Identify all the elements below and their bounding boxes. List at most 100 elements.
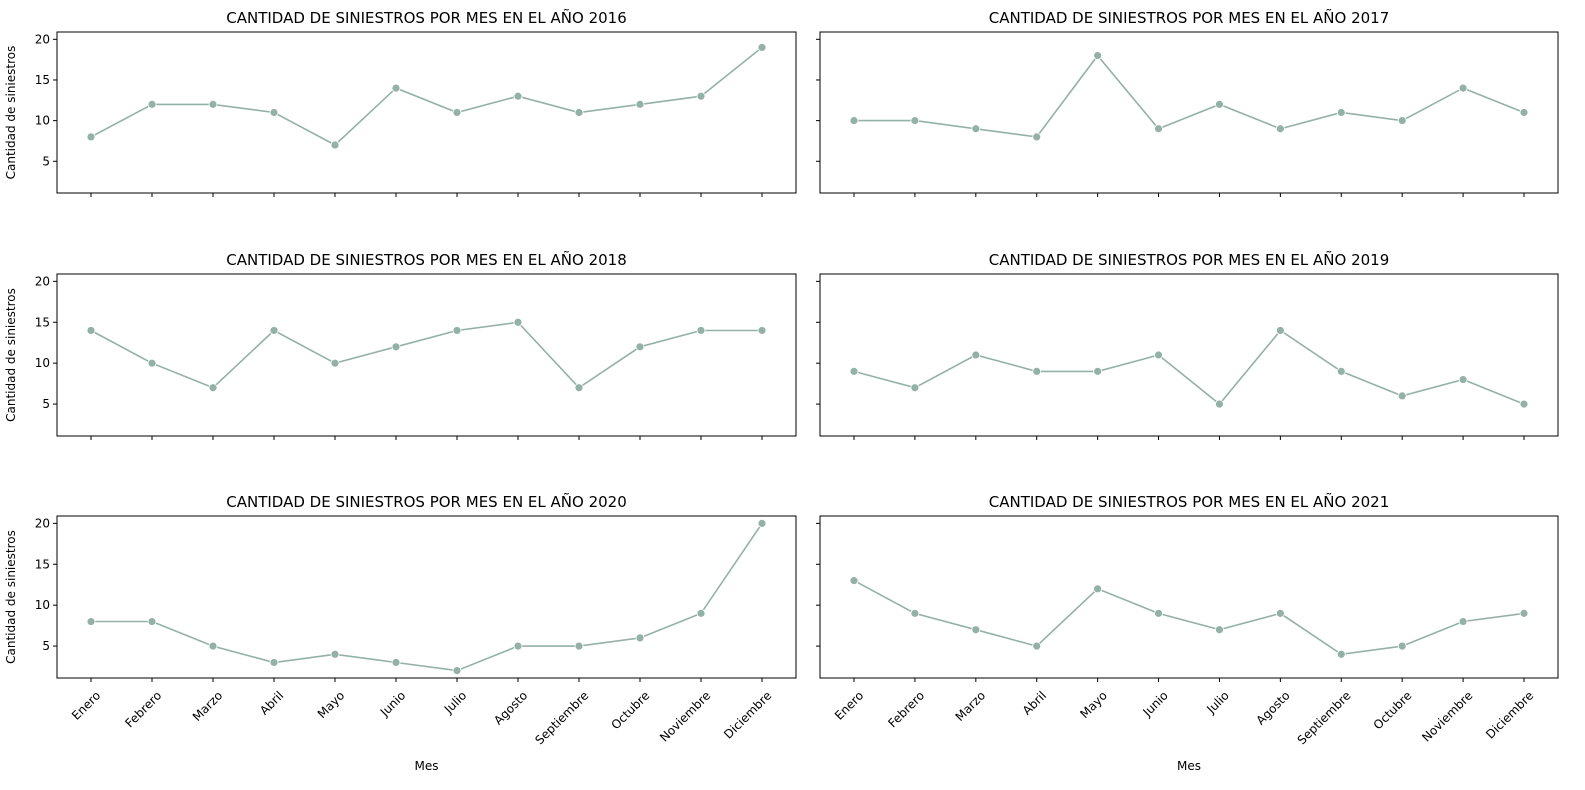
data-point bbox=[391, 342, 401, 352]
data-point bbox=[971, 124, 981, 134]
y-tick-label: 10 bbox=[35, 114, 50, 128]
data-point bbox=[391, 83, 401, 93]
data-point bbox=[1154, 350, 1163, 360]
data-point bbox=[1093, 366, 1103, 376]
data-point bbox=[1519, 608, 1529, 618]
series-line bbox=[91, 522, 763, 672]
x-tick-label: Marzo bbox=[953, 688, 989, 724]
chart-title: CANTIDAD DE SINIESTROS POR MES EN EL AÑO… bbox=[989, 492, 1390, 511]
data-point bbox=[757, 43, 767, 52]
x-tick-label: Septiembre bbox=[1295, 688, 1354, 747]
data-point bbox=[452, 108, 462, 117]
data-point bbox=[452, 666, 462, 676]
data-point bbox=[391, 658, 401, 667]
y-tick-label: 20 bbox=[35, 32, 50, 46]
series-line bbox=[90, 46, 763, 146]
data-point bbox=[269, 658, 279, 667]
data-point bbox=[1032, 366, 1042, 376]
data-point bbox=[696, 326, 706, 335]
y-tick-label: 15 bbox=[35, 73, 50, 87]
x-axis-label: Mes bbox=[415, 759, 439, 773]
data-point bbox=[86, 617, 96, 626]
chart-panel-6: CANTIDAD DE SINIESTROS POR MES EN EL AÑO… bbox=[816, 492, 1559, 773]
x-tick-label: Junio bbox=[377, 688, 408, 719]
data-point bbox=[1093, 51, 1103, 60]
x-tick-label: Febrero bbox=[122, 688, 164, 730]
data-point bbox=[971, 350, 981, 360]
x-tick-label: Julio bbox=[1203, 688, 1231, 716]
x-tick-label: Julio bbox=[441, 688, 469, 716]
chart-title: CANTIDAD DE SINIESTROS POR MES EN EL AÑO… bbox=[989, 8, 1390, 27]
series-line bbox=[853, 579, 1525, 656]
x-tick-label: Octubre bbox=[608, 688, 652, 732]
y-tick-label: 10 bbox=[35, 598, 50, 612]
data-point bbox=[208, 641, 218, 651]
series-line bbox=[90, 321, 762, 389]
data-point bbox=[147, 358, 157, 368]
x-tick-label: Marzo bbox=[190, 688, 226, 724]
chart-title: CANTIDAD DE SINIESTROS POR MES EN EL AÑO… bbox=[226, 8, 627, 27]
y-tick-label: 15 bbox=[35, 315, 50, 329]
plot-frame bbox=[819, 273, 1559, 437]
data-point bbox=[330, 649, 340, 659]
y-tick-label: 20 bbox=[35, 274, 50, 288]
series-line bbox=[854, 54, 1525, 138]
data-point bbox=[910, 116, 920, 126]
data-point bbox=[757, 326, 767, 335]
data-point bbox=[513, 317, 523, 327]
data-point bbox=[849, 576, 859, 586]
x-tick-label: Mayo bbox=[315, 688, 348, 721]
chart-title: CANTIDAD DE SINIESTROS POR MES EN EL AÑO… bbox=[989, 250, 1390, 269]
data-point bbox=[147, 617, 157, 626]
data-point bbox=[1093, 584, 1103, 594]
plot-frame bbox=[56, 31, 797, 194]
chart-title: CANTIDAD DE SINIESTROS POR MES EN EL AÑO… bbox=[226, 250, 627, 269]
data-point bbox=[147, 99, 157, 109]
x-tick-label: Abril bbox=[257, 688, 286, 717]
data-point bbox=[86, 326, 96, 335]
data-point bbox=[1336, 649, 1346, 659]
data-point bbox=[1275, 124, 1285, 134]
data-point bbox=[1154, 124, 1163, 134]
chart-panel-5: CANTIDAD DE SINIESTROS POR MES EN EL AÑO… bbox=[4, 492, 797, 773]
plot-frame bbox=[56, 515, 797, 679]
data-point bbox=[1336, 366, 1346, 376]
x-tick-label: Junio bbox=[1139, 688, 1170, 719]
y-tick-label: 15 bbox=[35, 557, 50, 571]
data-point bbox=[86, 132, 96, 142]
data-point bbox=[849, 366, 859, 376]
data-point bbox=[635, 633, 645, 643]
chart-panel-3: CANTIDAD DE SINIESTROS POR MES EN EL AÑO… bbox=[4, 250, 797, 440]
data-point bbox=[635, 99, 645, 109]
data-point bbox=[1215, 625, 1224, 635]
data-point bbox=[330, 140, 340, 150]
x-tick-label: Octubre bbox=[1371, 688, 1415, 732]
x-tick-label: Septiembre bbox=[532, 688, 591, 747]
x-tick-label: Diciembre bbox=[1483, 688, 1536, 741]
x-tick-label: Abril bbox=[1020, 688, 1049, 717]
data-point bbox=[574, 641, 584, 651]
chart-panel-1: CANTIDAD DE SINIESTROS POR MES EN EL AÑO… bbox=[4, 8, 797, 197]
data-point bbox=[696, 91, 706, 101]
series-line bbox=[853, 329, 1525, 406]
y-tick-label: 5 bbox=[42, 154, 50, 168]
plot-frame bbox=[819, 515, 1559, 679]
data-point bbox=[208, 383, 218, 393]
data-point bbox=[1397, 641, 1407, 651]
data-point bbox=[574, 383, 584, 393]
x-tick-label: Diciembre bbox=[721, 688, 774, 741]
data-point bbox=[910, 383, 920, 393]
data-point bbox=[1275, 608, 1285, 618]
data-point bbox=[1032, 641, 1042, 651]
data-point bbox=[330, 358, 340, 368]
x-tick-label: Mayo bbox=[1077, 688, 1110, 721]
data-point bbox=[513, 641, 523, 651]
data-point bbox=[635, 342, 645, 352]
y-tick-label: 5 bbox=[42, 397, 50, 411]
chart-panel-4: CANTIDAD DE SINIESTROS POR MES EN EL AÑO… bbox=[816, 250, 1559, 440]
data-point bbox=[269, 108, 279, 117]
data-point bbox=[1275, 326, 1285, 335]
data-point bbox=[452, 326, 462, 335]
x-tick-label: Enero bbox=[69, 688, 103, 722]
